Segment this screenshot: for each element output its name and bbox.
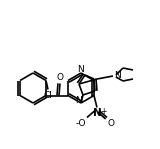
Text: O: O [56,73,64,82]
Text: -O: -O [76,119,86,128]
Text: N: N [75,96,82,105]
Text: N: N [93,108,101,118]
Text: N: N [77,65,84,74]
Text: O: O [108,119,115,128]
Text: Cl: Cl [44,91,52,100]
Text: +: + [100,107,106,117]
Text: N: N [114,72,121,80]
